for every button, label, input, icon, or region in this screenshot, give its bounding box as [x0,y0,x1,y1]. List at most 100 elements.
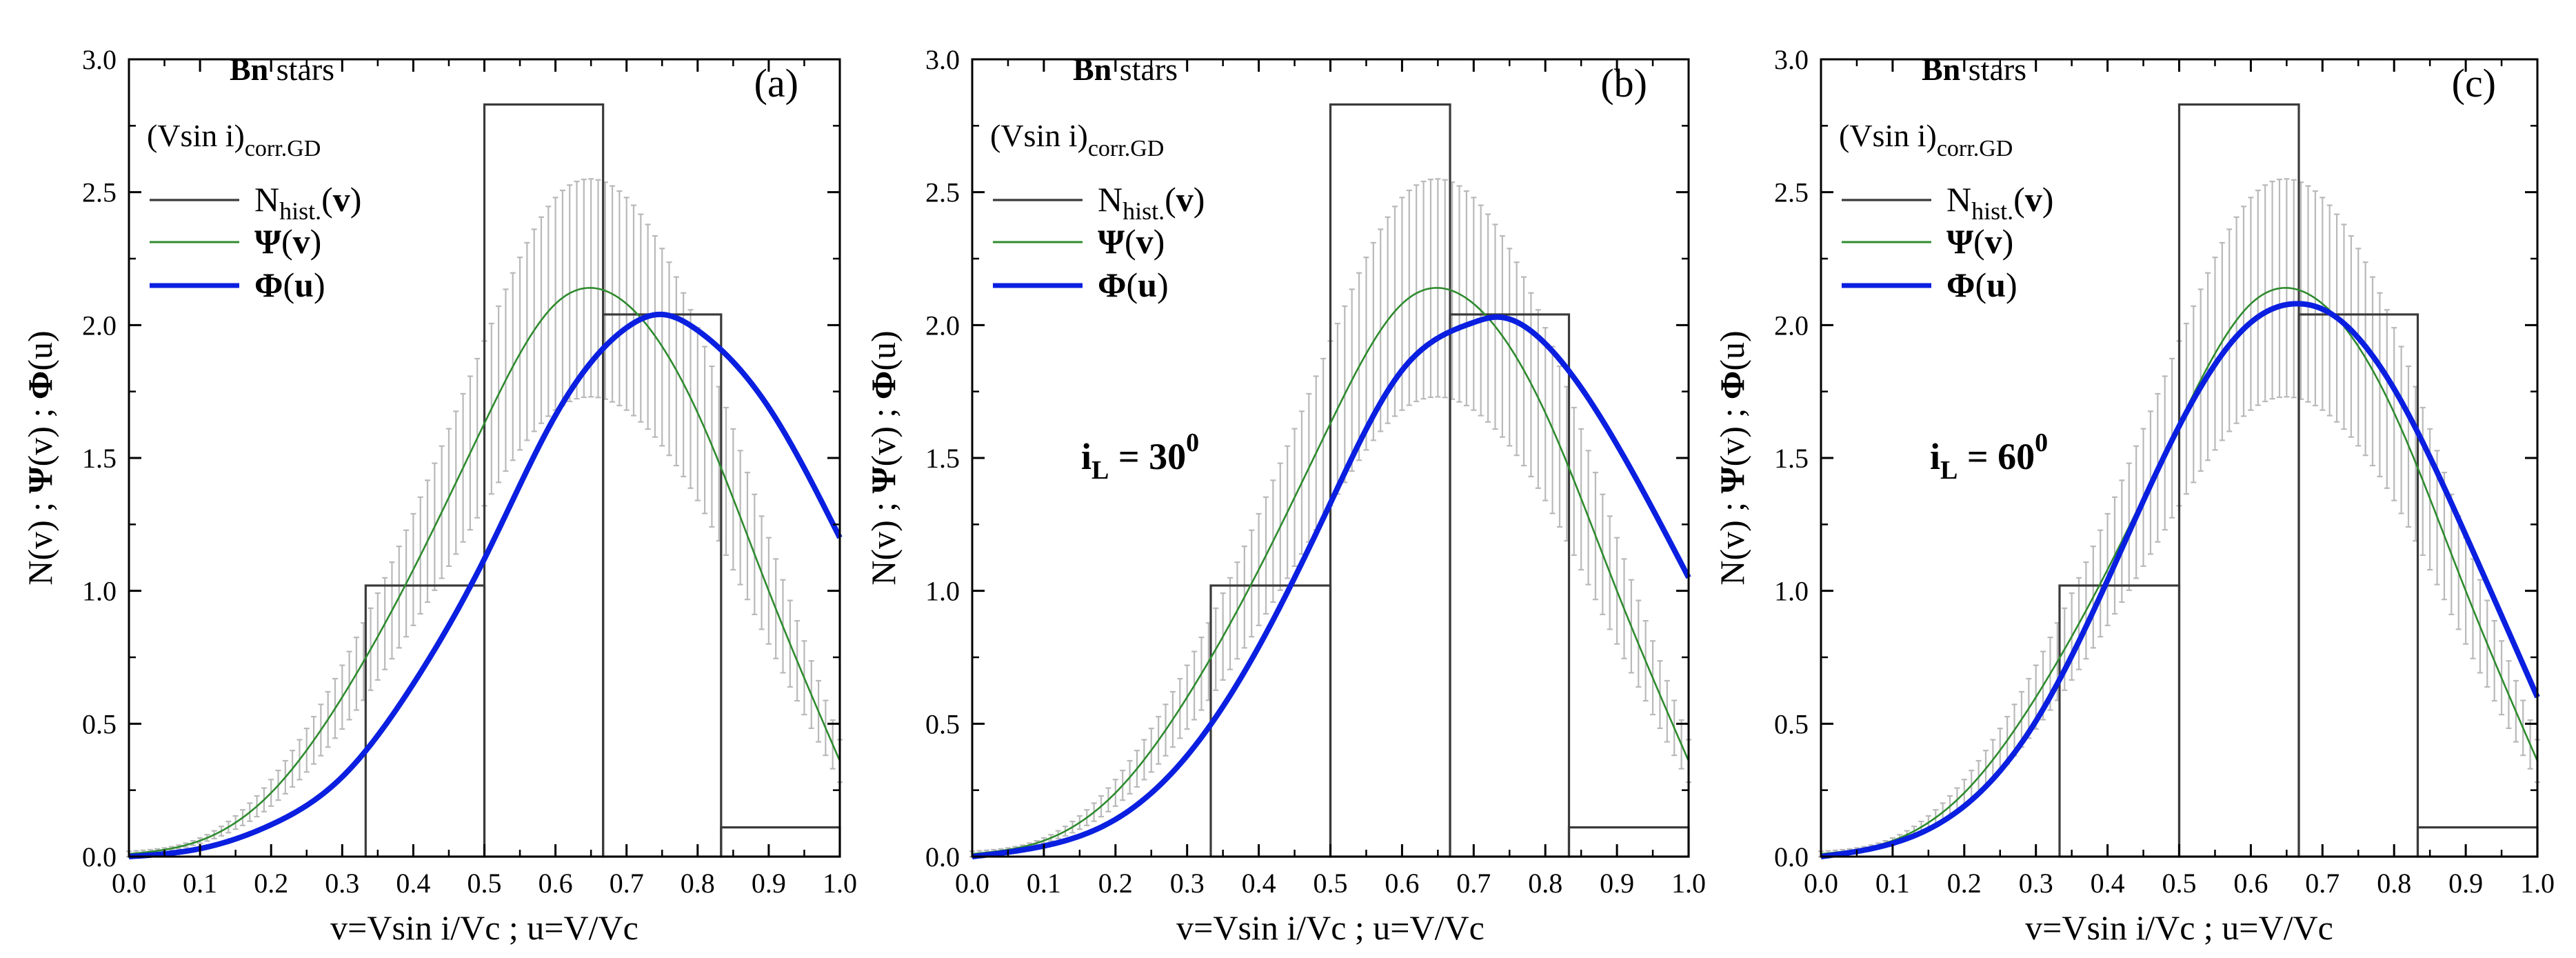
y-axis-title: N(v) ; Ψ(v) ; Φ(u) [864,330,903,585]
y-tick-label: 2.5 [925,177,960,208]
panel-tag: (c) [2452,61,2496,106]
x-tick-label: 0.6 [539,868,573,899]
x-tick-label: 0.4 [396,868,430,899]
legend-item-hist: Nhist.(v) [150,180,361,225]
x-tick-label: 0.3 [1170,868,1205,899]
y-tick-label: 1.5 [82,443,117,474]
x-tick-label: 0.9 [752,868,786,899]
x-tick-label: 0.9 [2448,868,2483,899]
y-tick-label: 0.0 [1774,841,1809,872]
x-tick-label: 0.2 [254,868,288,899]
x-tick-label: 0.1 [1875,868,1910,899]
x-tick-label: 0.8 [2377,868,2411,899]
y-tick-label: 2.5 [1774,177,1809,208]
vsini-label: (Vsin i)corr.GD [990,118,1164,161]
x-tick-label: 0.7 [2305,868,2339,899]
y-axis-title: N(v) ; Ψ(v) ; Φ(u) [1713,330,1751,585]
x-axis-title: v=Vsin i/Vc ; u=V/Vc [2025,908,2333,947]
histogram [2058,103,2539,858]
x-tick-label: 0.4 [1242,868,1276,899]
x-tick-label: 0.5 [467,868,502,899]
phi-curve [1820,301,2540,859]
x-tick-label: 0.9 [1600,868,1634,899]
x-tick-label: 0.5 [2162,868,2197,899]
legend-item-phi: Φ(u) [150,266,325,304]
legend-label: Nhist.(v) [254,180,361,225]
x-tick-label: 1.0 [2520,868,2555,899]
legend: Nhist.(v)Ψ(v) Φ(u) [150,180,361,304]
x-tick-label: 0.6 [1385,868,1419,899]
x-tick-label: 0.5 [1314,868,1348,899]
y-tick-label: 1.0 [925,576,960,607]
y-tick-label: 2.5 [82,177,117,208]
histogram [364,103,841,858]
legend-item-hist: Nhist.(v) [993,180,1205,225]
x-tick-label: 0.4 [2091,868,2125,899]
panel-tag: (a) [754,61,798,106]
phi-curve [128,311,843,859]
psi-curve [128,287,841,855]
y-tick-label: 0.5 [82,708,117,739]
histogram-bar [2416,826,2539,858]
legend-item-phi: Φ(u) [993,266,1169,304]
y-tick-label: 2.0 [82,310,117,341]
x-tick-label: 1.0 [1671,868,1706,899]
x-tick-label: 0.0 [112,868,146,899]
legend-label: Ψ(v) [1946,222,2013,261]
x-axis: 0.0 0.1 0.2 0.3 0.4 0.5 0.6 0.7 0.8 0.9 1.0 [112,59,857,899]
y-tick-label: 3.0 [1774,44,1809,75]
legend-label: Nhist.(v) [1946,180,2053,225]
x-tick-label: 0.1 [1027,868,1061,899]
y-tick-label: 1.0 [82,576,117,607]
legend-label: Φ(u) [254,266,325,304]
legend-label: Ψ(v) [254,222,321,261]
x-tick-label: 0.0 [955,868,989,899]
x-tick-label: 0.8 [1528,868,1562,899]
legend: Nhist.(v)Ψ(v) Φ(u) [993,180,1205,304]
y-axis-title: N(v) ; Ψ(v) ; Φ(u) [21,330,59,585]
x-tick-label: 0.7 [1456,868,1491,899]
y-tick-label: 2.0 [925,310,960,341]
sample-title: Bn stars [1922,52,2026,87]
histogram-bar [720,826,841,858]
y-tick-label: 1.0 [1774,576,1809,607]
sample-title: Bn stars [230,52,334,87]
x-axis-title: v=Vsin i/Vc ; u=V/Vc [330,908,638,947]
legend-item-phi: Φ(u) [1842,266,2017,304]
x-tick-label: 0.0 [1804,868,1838,899]
inclination-label: iL = 600 [1930,428,2048,485]
legend-item-psi: Ψ(v) [993,222,1165,261]
y-tick-label: 0.0 [82,841,117,872]
legend: Nhist.(v)Ψ(v) Φ(u) [1842,180,2053,304]
legend-item-psi: Ψ(v) [150,222,321,261]
y-tick-label: 1.5 [1774,443,1809,474]
x-tick-label: 0.8 [681,868,715,899]
y-axis: 0.0 0.5 1.0 1.5 2.0 2.5 3.0 [1774,44,2537,872]
y-tick-label: 3.0 [925,44,960,75]
y-axis: 0.0 0.5 1.0 1.5 2.0 2.5 3.0 [925,44,1689,872]
y-axis: 0.0 0.5 1.0 1.5 2.0 2.5 3.0 [82,44,840,872]
vsini-label: (Vsin i)corr.GD [1839,118,2013,161]
y-tick-label: 1.5 [925,443,960,474]
phi-curve [972,314,1691,859]
panel-b: 0.0 0.1 0.2 0.3 0.4 0.5 0.6 0.7 0.8 0.9 1.0 0.0 0.5 1… [864,44,1706,947]
panel-tag: (b) [1600,61,1647,106]
y-tick-label: 3.0 [82,44,117,75]
legend-label: Φ(u) [1098,266,1169,304]
legend-item-hist: Nhist.(v) [1842,180,2053,225]
x-tick-label: 0.6 [2233,868,2268,899]
y-tick-label: 0.0 [925,841,960,872]
vsini-label: (Vsin i)corr.GD [147,118,321,161]
x-tick-label: 0.1 [183,868,217,899]
psi-curve [972,287,1690,855]
panel-c: 0.0 0.1 0.2 0.3 0.4 0.5 0.6 0.7 0.8 0.9 1.0 0.0 0.5 1… [1713,44,2555,947]
x-tick-label: 0.2 [1098,868,1133,899]
panel-a: 0.0 0.1 0.2 0.3 0.4 0.5 0.6 0.7 0.8 0.9 1.0 0.0 0.5 1… [21,44,857,947]
y-tick-label: 2.0 [1774,310,1809,341]
inclination-label: iL = 300 [1081,428,1199,485]
x-axis-title: v=Vsin i/Vc ; u=V/Vc [1176,908,1485,947]
x-tick-label: 1.0 [823,868,857,899]
x-tick-label: 0.2 [1947,868,1982,899]
histogram-bar [1567,826,1690,858]
